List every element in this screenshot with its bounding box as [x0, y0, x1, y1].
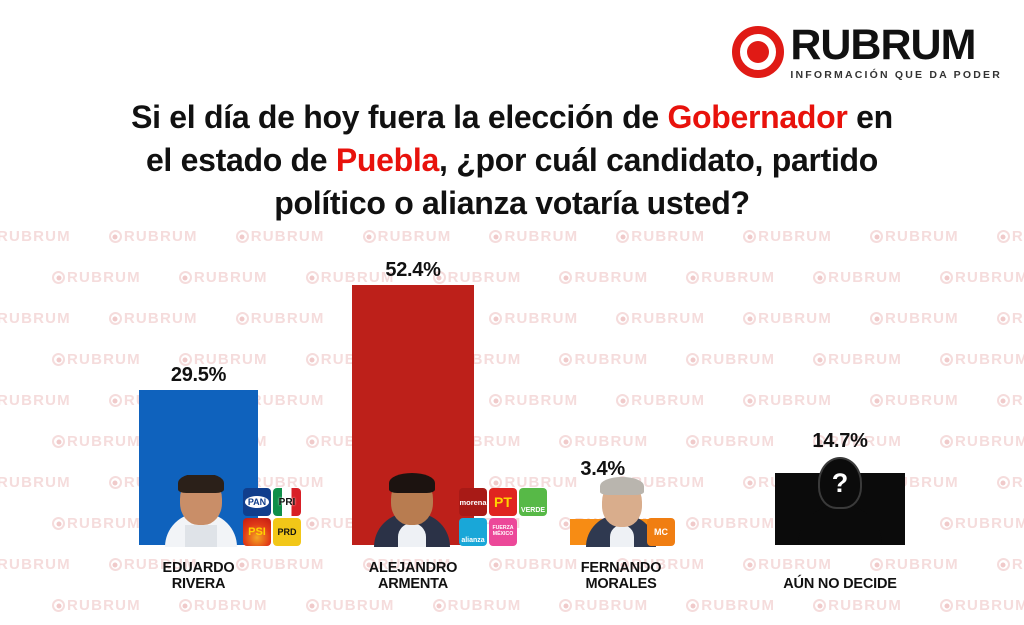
- party-logo-pri[interactable]: PRI: [273, 488, 301, 516]
- party-logo-alianza-label: alianza: [461, 537, 485, 544]
- party-logo-morena-label: morena: [459, 497, 487, 507]
- rubrum-logo: RUBRUM INFORMACIÓN QUE DA PODER: [732, 24, 1002, 81]
- question-mark-glyph: ?: [831, 467, 849, 498]
- headline-line1-text-b: en: [847, 99, 893, 135]
- bar-label-2-line1: FERNANDO: [580, 559, 662, 576]
- party-logo-pt-label: PT: [494, 494, 512, 510]
- bar-value-0: 29.5%: [170, 364, 227, 386]
- party-logo-verde-label: VERDE: [520, 507, 546, 514]
- party-logo-alianza[interactable]: alianza: [459, 518, 487, 546]
- bar-label-1: ALEJANDRO ARMENTA: [368, 559, 458, 593]
- page-title: Si el día de hoy fuera la elección de Go…: [0, 96, 1024, 225]
- silhouette-head: ?: [818, 457, 862, 509]
- party-logo-morena[interactable]: morena: [459, 488, 487, 516]
- bar-label-3: AÚN NO DECIDE: [783, 576, 897, 593]
- headline-line2-text-a: el estado de: [145, 141, 336, 178]
- party-logo-movimiento-ciudadano[interactable]: MC: [647, 518, 675, 546]
- bar-group-fernando-morales[interactable]: 3.4% MC FERNANDO MORALES: [570, 0, 675, 625]
- party-logo-pan[interactable]: PAN: [243, 488, 271, 516]
- headline-line1-text-a: Si el día de hoy fuera la elección de: [131, 99, 668, 135]
- photo-collar: [185, 525, 217, 547]
- anonymous-silhouette-icon: ?: [795, 455, 885, 545]
- photo-hair: [389, 473, 435, 493]
- party-logo-psi[interactable]: PSI: [243, 518, 271, 546]
- party-logo-pan-label: PAN: [244, 496, 270, 508]
- bar-value-1: 52.4%: [385, 259, 441, 281]
- alejandro-armenta-photo: [370, 473, 454, 547]
- party-logo-pt[interactable]: PT: [489, 488, 517, 516]
- headline-line-2: el estado de Puebla, ¿por cuál candidato…: [24, 139, 1000, 182]
- headline-line-1: Si el día de hoy fuera la elección de Go…: [24, 96, 1000, 139]
- bar-label-0-line2: RIVERA: [171, 576, 226, 593]
- bar-label-1-line1: ALEJANDRO: [368, 559, 458, 576]
- party-logo-verde[interactable]: VERDE: [519, 488, 547, 516]
- party-logo-fuerza-mexico[interactable]: FUERZA MÉXICO: [489, 518, 517, 546]
- brand-name: RUBRUM: [790, 21, 976, 69]
- bar-label-2: FERNANDO MORALES: [581, 560, 662, 593]
- target-icon: [732, 26, 785, 79]
- photo-hair: [600, 477, 644, 495]
- bar-label-0: EDUARDO RIVERA: [163, 560, 235, 593]
- headline-highlight-gobernador: Gobernador: [667, 99, 848, 135]
- eduardo-rivera-photo: [161, 475, 241, 547]
- headline-line-3: político o alianza votaría usted?: [274, 184, 750, 221]
- bar-value-3: 14.7%: [812, 430, 868, 452]
- party-logo-prd[interactable]: PRD: [273, 518, 301, 546]
- party-logos-0: PAN PRI PSI PRD: [242, 487, 304, 547]
- bar-group-aun-no-decide[interactable]: 14.7% ? AÚN NO DECIDE: [775, 0, 905, 625]
- party-logos-2: MC: [646, 517, 680, 547]
- bar-group-eduardo-rivera[interactable]: 29.5% PAN PRI PSI PRD EDUARDO RIVERA: [139, 0, 301, 625]
- headline-highlight-puebla: Puebla: [335, 141, 440, 178]
- party-logo-psi-label: PSI: [248, 526, 266, 538]
- party-logo-pri-label: PRI: [278, 496, 296, 508]
- photo-shirt: [398, 523, 426, 547]
- bar-label-1-line2: ARMENTA: [377, 576, 449, 593]
- bar-label-0-line1: EDUARDO: [162, 559, 235, 576]
- brand-tagline: INFORMACIÓN QUE DA PODER: [790, 69, 1002, 81]
- photo-hair: [178, 475, 224, 493]
- target-icon-center: [747, 41, 770, 64]
- bar-label-3-line1: AÚN NO DECIDE: [783, 576, 897, 593]
- photo-shirt: [610, 525, 634, 547]
- party-logo-mc-label: MC: [654, 527, 668, 537]
- party-logo-fuerza-mexico-label: FUERZA MÉXICO: [492, 525, 514, 537]
- bar-value-2: 3.4%: [580, 458, 625, 480]
- headline-line2-text-b: , ¿por cuál candidato, partido: [439, 141, 879, 178]
- bar-label-2-line2: MORALES: [585, 576, 657, 593]
- party-logo-prd-label: PRD: [277, 527, 297, 537]
- logo-text-block: RUBRUM INFORMACIÓN QUE DA PODER: [790, 24, 1002, 81]
- party-logos-1: morena PT VERDE alianza FUERZA MÉXICO: [458, 487, 552, 547]
- bar-group-alejandro-armenta[interactable]: 52.4% morena PT VERDE alianza FUERZA MÉX…: [352, 0, 547, 625]
- silhouette-body: [798, 505, 882, 545]
